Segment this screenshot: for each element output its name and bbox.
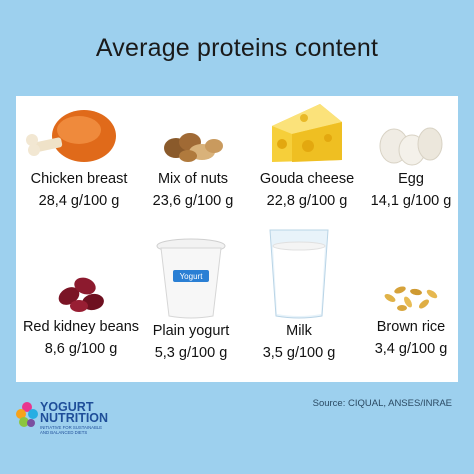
milk-glass-icon [240,229,358,322]
item-value: 8,6 g/100 g [44,341,118,357]
item-egg: Egg 14,1 g/100 g [352,108,470,210]
item-red-kidney-beans: Red kidney beans 8,6 g/100 g [22,256,140,358]
item-value: 5,3 g/100 g [154,345,228,361]
item-milk: Milk 3,5 g/100 g [240,229,358,362]
item-name: Red kidney beans [22,319,140,335]
page-title: Average proteins content [95,34,379,62]
rice-icon [352,256,470,318]
nuts-icon [134,108,252,170]
cheese-icon [248,104,366,170]
item-name: Egg [398,171,424,187]
yogurt-nutrition-logo: YOGURT NUTRITION INITIATIVE FOR SUSTAINA… [16,397,126,437]
item-value: 28,4 g/100 g [38,193,120,209]
item-mix-of-nuts: Mix of nuts 23,6 g/100 g [134,108,252,210]
item-brown-rice: Brown rice 3,4 g/100 g [352,256,470,358]
chicken-leg-icon [20,108,138,170]
item-value: 23,6 g/100 g [152,193,234,209]
item-name: Plain yogurt [152,323,230,339]
item-name: Brown rice [376,319,446,335]
item-value: 22,8 g/100 g [266,193,348,209]
beans-icon [22,256,140,318]
item-name: Milk [286,323,312,339]
yogurt-cup-icon: Yogurt [132,238,250,322]
source-note: Source: CIQUAL, ANSES/INRAE [312,398,452,409]
item-value: 3,5 g/100 g [262,345,336,361]
item-name: Gouda cheese [259,171,355,187]
item-gouda-cheese: Gouda cheese 22,8 g/100 g [248,104,366,210]
item-value: 3,4 g/100 g [374,341,448,357]
logo-line2: NUTRITION [40,411,109,425]
item-plain-yogurt: Yogurt Plain yogurt 5,3 g/100 g [132,238,250,362]
logo-tagline: INITIATIVE FOR SUSTAINABLE AND BALANCED … [40,425,103,435]
eggs-icon [352,108,470,170]
item-name: Mix of nuts [157,171,229,187]
item-name: Chicken breast [30,171,128,187]
food-panel: Chicken breast 28,4 g/100 g Mix of nuts … [16,96,458,382]
logo-petals-icon [16,402,38,427]
yogurt-label: Yogurt [180,272,204,281]
item-value: 14,1 g/100 g [370,193,452,209]
item-chicken-breast: Chicken breast 28,4 g/100 g [20,108,138,210]
logo-line1: YOGURT [40,400,94,414]
